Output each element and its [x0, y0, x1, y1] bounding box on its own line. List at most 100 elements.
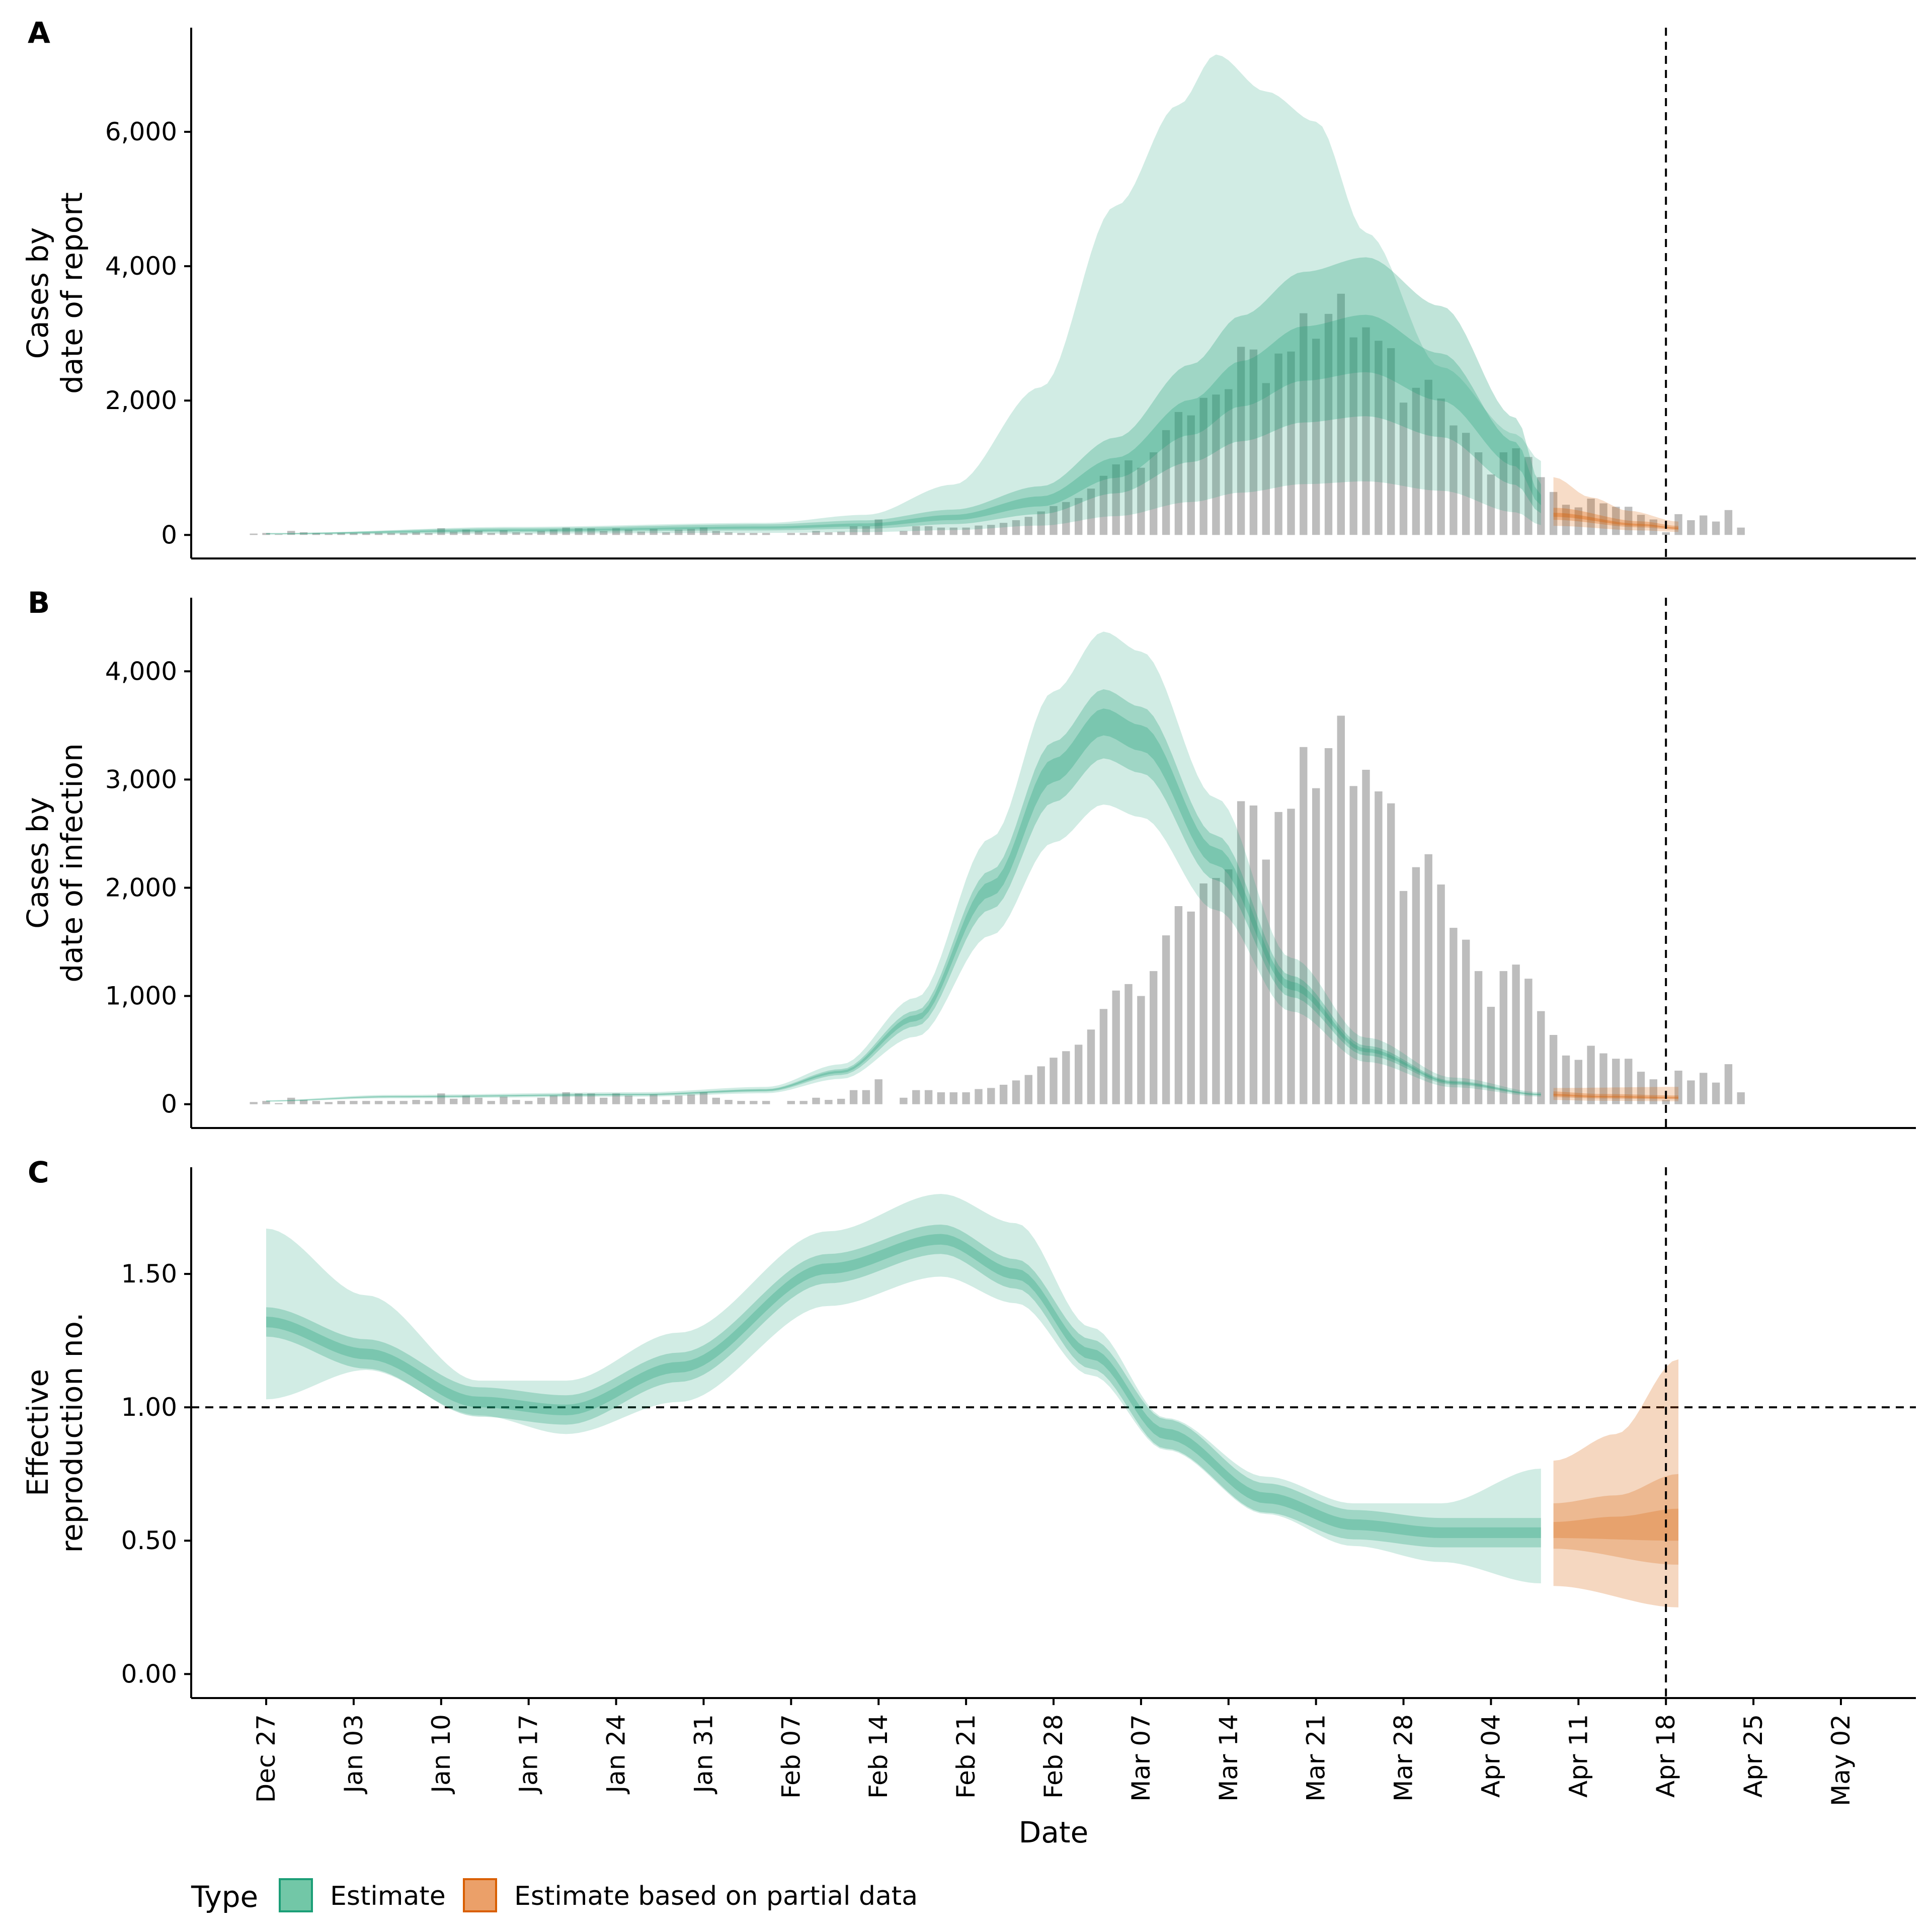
case-bar: [937, 527, 945, 535]
case-bar: [1324, 748, 1333, 1104]
partial-band-90: [1553, 1087, 1678, 1101]
case-bar: [1287, 809, 1295, 1104]
case-bar: [787, 1101, 795, 1104]
case-bar: [837, 1098, 845, 1104]
legend-key-partial: [463, 1878, 497, 1912]
case-bar: [1599, 503, 1607, 535]
y-axis-title-line: date of infection: [55, 743, 89, 983]
case-bar: [1199, 883, 1208, 1104]
case-bar: [1637, 515, 1645, 535]
case-bar: [1237, 801, 1245, 1104]
case-bar: [1474, 452, 1483, 535]
partial-band-50: [1553, 1091, 1678, 1099]
y-axis-title-line: reproduction no.: [55, 1313, 89, 1553]
case-bar: [350, 1101, 358, 1104]
panel-c-reproduction-number: 0.00 0.50 1.00 1.50 Effectivereproduction no…: [21, 1155, 1916, 1699]
case-bar: [1612, 507, 1620, 535]
observed-case-bars: [250, 715, 1745, 1104]
x-tick-label: May 02: [1826, 1714, 1856, 1806]
case-bar: [1150, 452, 1158, 535]
y-axis-title: Cases bydate of report: [21, 192, 89, 394]
y-axis-title-line: date of report: [55, 192, 89, 394]
case-bar: [1674, 514, 1682, 535]
x-tick-label: Apr 25: [1739, 1714, 1768, 1798]
case-bar: [662, 1100, 670, 1104]
case-bar: [1387, 803, 1395, 1104]
case-bar: [1124, 984, 1133, 1104]
case-bar: [1512, 964, 1520, 1104]
x-tick-label: Jan 31: [689, 1714, 718, 1795]
case-bar: [1062, 1051, 1070, 1104]
legend-label-estimate: Estimate: [330, 1881, 446, 1911]
case-bar: [462, 529, 470, 535]
y-axis-title: Cases bydate of infection: [21, 743, 89, 983]
case-bar: [874, 519, 882, 535]
case-bar: [1474, 971, 1483, 1104]
case-bar: [1274, 812, 1282, 1104]
case-bar: [587, 1093, 595, 1104]
case-bar: [849, 526, 858, 535]
case-bar: [1724, 510, 1733, 535]
case-bar: [750, 1101, 758, 1104]
case-bar: [1212, 878, 1220, 1104]
case-bar: [562, 1092, 570, 1104]
estimate-band-90: [266, 54, 1541, 535]
case-bar: [1212, 394, 1220, 535]
case-bar: [387, 533, 395, 535]
x-tick-label: Mar 21: [1302, 1714, 1331, 1802]
case-bar: [1324, 313, 1333, 535]
case-bar: [675, 1095, 683, 1104]
y-tick-label: 0: [161, 520, 177, 549]
case-bar: [1687, 1080, 1695, 1104]
case-bar: [712, 1097, 720, 1104]
case-bar: [1075, 1044, 1083, 1104]
case-bar: [874, 1079, 882, 1104]
case-bar: [949, 527, 957, 535]
case-bar: [1562, 1055, 1570, 1104]
case-bar: [1225, 389, 1233, 535]
y-axis-title-line: Effective: [21, 1369, 55, 1496]
case-bar: [1099, 1009, 1108, 1104]
case-bar: [337, 533, 345, 535]
case-bar: [287, 531, 295, 535]
case-bar: [1050, 1058, 1058, 1104]
case-bar: [1187, 911, 1195, 1104]
case-bar: [1537, 1011, 1545, 1104]
y-tick-label: 0.50: [121, 1526, 177, 1555]
x-tick-label: Jan 24: [602, 1714, 631, 1795]
case-bar: [799, 533, 808, 535]
panel-b-infection-cases: 0 1,000 2,000 3,000 4,000 Cases bydate of inf…: [21, 586, 1916, 1129]
case-bar: [1137, 996, 1145, 1104]
case-bar: [862, 526, 870, 535]
case-bar: [474, 1097, 482, 1104]
case-bar: [250, 533, 258, 535]
case-bar: [325, 1102, 333, 1104]
case-bar: [862, 1090, 870, 1104]
case-bar: [1587, 499, 1595, 535]
case-bar: [262, 533, 270, 535]
case-bar: [1187, 415, 1195, 535]
case-bar: [1412, 867, 1420, 1104]
case-bar: [399, 1101, 408, 1104]
case-bar: [687, 529, 695, 535]
case-bar: [1424, 854, 1432, 1104]
case-bar: [1112, 990, 1120, 1104]
partial-band-90: [1553, 477, 1678, 532]
case-bar: [699, 527, 708, 535]
y-tick-label: 3,000: [105, 765, 177, 794]
y-tick-label: 1.50: [121, 1259, 177, 1289]
y-tick-label: 1.00: [121, 1393, 177, 1422]
case-bar: [812, 531, 820, 535]
case-bar: [1724, 1064, 1733, 1104]
case-bar: [1225, 869, 1233, 1104]
case-bar: [962, 1092, 970, 1104]
case-bar: [1174, 906, 1183, 1104]
case-bar: [1687, 520, 1695, 535]
estimate-band-50: [266, 1225, 1541, 1548]
case-bar: [1450, 928, 1458, 1104]
case-bar: [362, 533, 370, 535]
estimate-band-20: [266, 708, 1541, 1101]
case-bar: [1375, 341, 1383, 535]
case-bar: [1237, 347, 1245, 535]
case-bar: [1424, 379, 1432, 535]
